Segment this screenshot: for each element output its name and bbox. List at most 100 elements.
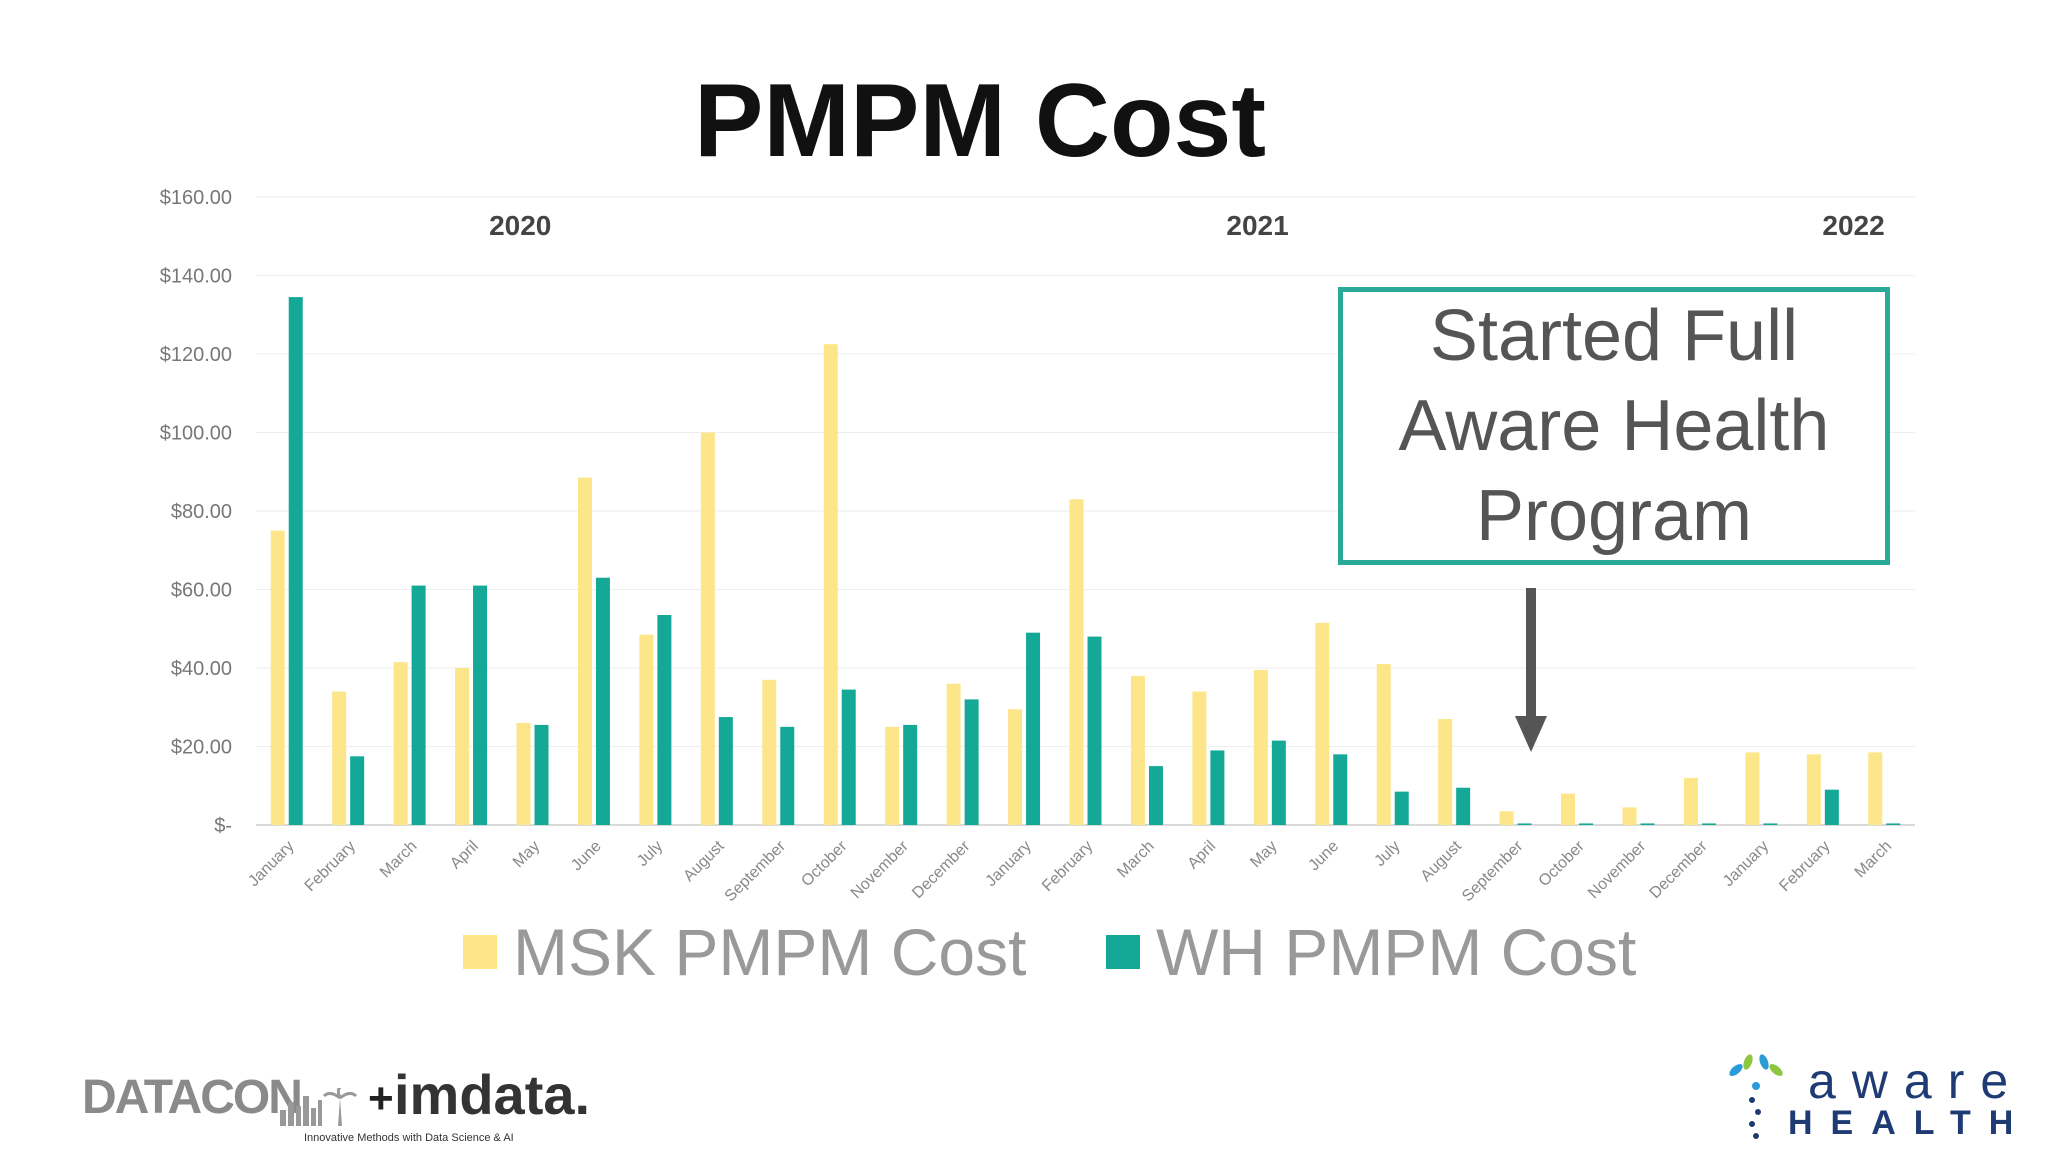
wh-bar [1148,766,1163,825]
y-tick-label: $160.00 [160,187,232,209]
wh-bar [1640,823,1655,825]
legend-wh-label: WH PMPM Cost [1156,915,1636,989]
aware-health-logo: aware HEALTH [1722,1052,2013,1142]
wh-bar [964,699,979,825]
year-label: 2021 [1226,210,1288,241]
datacon-imdata-logo: DATACON + imdata. Innovative Methods wit… [82,1063,590,1144]
y-tick-label: $60.00 [171,580,232,602]
y-tick-label: $20.00 [171,737,232,759]
x-tick-label: March [1852,838,1895,881]
x-tick-label: January [1720,838,1772,890]
msk-bar [577,477,592,825]
x-tick-label: April [447,838,482,873]
wh-bar [657,615,672,825]
x-tick-label: April [1185,838,1220,873]
page-title: PMPM Cost [694,63,1266,179]
msk-bar [1192,691,1207,825]
msk-bar [639,634,654,825]
x-axis: January February March April May June July Augu… [245,837,1895,905]
bars [270,297,1901,825]
callout-line-2: Aware Health [1398,386,1830,466]
x-tick-label: December [1647,837,1712,902]
x-tick-label: November [1585,837,1650,902]
x-tick-label: October [1536,837,1589,890]
program-start-callout: Started Full Aware Health Program [1338,287,1890,565]
down-arrow-icon [1526,588,1536,718]
plus-sign: + [368,1074,394,1123]
x-tick-label: May [1247,838,1280,871]
x-tick-label: October [798,837,851,890]
msk-bar [1315,622,1330,825]
wh-bar [780,726,795,825]
wh-bar [350,756,365,825]
msk-bar [823,344,838,825]
msk-bar [946,683,961,825]
wh-bar [1886,823,1901,825]
msk-bar [1499,811,1514,825]
wh-bar [1763,823,1778,825]
year-labels: 2020 2021 2022 [489,210,1885,241]
x-tick-label: March [1114,838,1157,881]
msk-bar [1561,793,1576,825]
legend-wh-swatch [1106,935,1140,969]
x-tick-label: February [1039,838,1096,895]
datacon-wordmark: DATACON [82,1071,303,1124]
x-tick-label: January [983,838,1035,890]
msk-bar [393,662,408,825]
msk-bar [1745,752,1760,825]
msk-bar [885,726,900,825]
wh-bar [1701,823,1716,825]
msk-bar [1868,752,1883,825]
msk-bar [332,691,347,825]
imdata-tagline: Innovative Methods with Data Science & A… [304,1132,514,1144]
msk-bar [700,432,715,825]
legend-msk-label: MSK PMPM Cost [513,915,1026,989]
x-tick-label: November [848,837,913,902]
skyline-icon [280,1088,358,1126]
wh-bar [1087,636,1102,825]
wh-bar [841,689,856,825]
msk-bar [270,530,285,825]
arrow-head-icon [1515,716,1547,752]
year-label: 2020 [489,210,551,241]
wh-bar [288,297,303,825]
x-tick-label: July [634,838,666,870]
wh-bar [1210,750,1225,825]
aware-leaf-icon [1729,1054,1783,1139]
callout-line-1: Started Full [1429,296,1799,376]
x-tick-label: June [1306,838,1343,875]
y-tick-label: $140.00 [160,266,232,288]
msk-bar [1622,807,1637,825]
y-tick-label: $120.00 [160,344,232,366]
wh-bar [1579,823,1594,825]
legend: MSK PMPM Cost WH PMPM Cost [463,915,1636,989]
health-wordmark: HEALTH [1788,1104,2032,1142]
msk-bar [1253,669,1268,825]
wh-bar [1026,632,1041,825]
msk-bar [1130,675,1145,825]
wh-bar [1456,787,1471,825]
y-axis: $- $20.00 $40.00 $60.00 $80.00 $100.00 $120.00… [160,187,232,837]
x-tick-label: September [1459,837,1527,905]
msk-bar [455,668,470,825]
msk-bar [1806,754,1821,825]
x-tick-label: December [909,837,974,902]
msk-bar [1376,664,1391,825]
x-tick-label: July [1371,838,1403,870]
y-tick-label: $40.00 [171,658,232,680]
x-tick-label: February [1776,838,1833,895]
aware-wordmark: aware [1808,1053,2025,1109]
wh-bar [1824,789,1839,825]
wh-bar [534,724,549,825]
y-tick-label: $- [214,815,232,837]
y-tick-label: $80.00 [171,501,232,523]
wh-bar [1333,754,1348,825]
msk-bar [1438,719,1453,825]
wh-bar [1394,791,1409,825]
x-tick-label: August [1418,837,1466,885]
wh-bar [903,724,918,825]
x-tick-label: January [245,838,297,890]
wh-bar [718,717,733,825]
wh-bar [473,585,488,825]
